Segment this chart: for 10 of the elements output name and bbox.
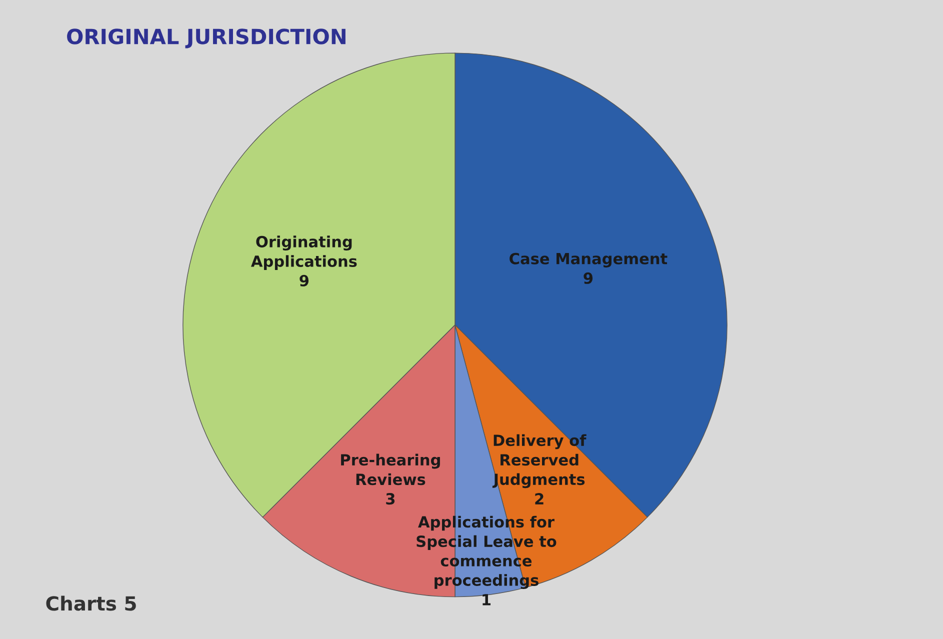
chart-title: ORIGINAL JURISDICTION <box>67 28 346 48</box>
data-label: 2 <box>535 493 544 504</box>
data-label: 9 <box>300 274 309 286</box>
slice-label: Originating Applications <box>250 236 357 270</box>
data-label: 3 <box>386 493 395 505</box>
slice-label: Pre-hearing Reviews <box>341 454 440 486</box>
slice-label: Case Management <box>510 252 668 268</box>
data-label: 9 <box>584 272 593 284</box>
text: Charts 5 <box>46 596 136 611</box>
data-label: 1 <box>482 594 491 606</box>
